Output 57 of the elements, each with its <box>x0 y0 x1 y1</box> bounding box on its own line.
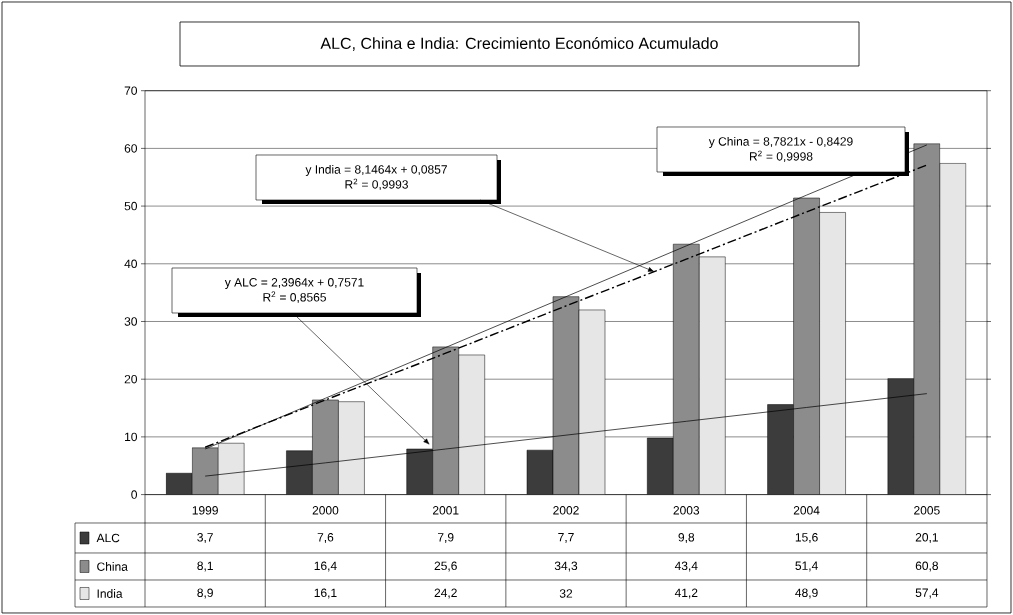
bar <box>191 447 219 495</box>
bar <box>673 243 700 495</box>
bar <box>793 197 820 495</box>
annotation: R$^{2}$ = 0,8565 <box>263 291 326 303</box>
bar <box>312 399 339 495</box>
y-tick-label: 30 <box>124 317 138 326</box>
annotation: y China = 8,7821x - 0,8429 <box>708 136 853 149</box>
data-label: 48,9 <box>795 588 818 599</box>
legend-label: India <box>97 589 123 598</box>
bar <box>552 296 580 495</box>
data-label: 60,8 <box>915 561 939 572</box>
x-tick-label: 2002 <box>553 506 579 515</box>
bar <box>913 143 941 495</box>
annotation: y India = 8,1464x + 0,0857 <box>305 164 447 177</box>
annotation: R$^{2}$ = 0,9993 <box>345 178 408 191</box>
data-label: 51,4 <box>795 561 818 572</box>
chart-title: ALC, China e India: Crecimiento Económico Acumulado <box>320 37 718 51</box>
annotation: y ALC = 2,3964x + 0,7571 <box>224 278 364 289</box>
data-label: 20,1 <box>915 533 938 543</box>
x-tick-label: 2005 <box>914 506 940 515</box>
data-label: 7,6 <box>317 533 334 543</box>
x-tick-label: 2000 <box>312 506 339 515</box>
y-tick-label: 0 <box>131 490 138 499</box>
data-label: 57,4 <box>915 588 939 599</box>
bar <box>286 450 313 495</box>
data-label: 25,6 <box>434 561 457 572</box>
data-label: 34,3 <box>554 561 578 572</box>
x-tick-label: 2001 <box>432 506 459 515</box>
bar <box>887 378 915 495</box>
x-tick-label: 2003 <box>673 506 700 515</box>
bar <box>406 448 433 495</box>
legend-label: ALC <box>96 533 120 543</box>
data-label: 32 <box>559 589 573 598</box>
data-label: 7,9 <box>437 533 454 543</box>
y-tick-label: 70 <box>124 86 138 95</box>
data-label: 7,7 <box>558 533 574 543</box>
data-label: 8,1 <box>197 561 213 572</box>
y-tick-label: 20 <box>124 374 138 384</box>
legend-label: China <box>97 562 128 571</box>
data-label: 3,7 <box>197 533 213 543</box>
y-tick-label: 10 <box>125 432 138 442</box>
x-tick-label: 2004 <box>793 506 820 515</box>
data-label: 16,4 <box>314 561 337 572</box>
data-label: 41,2 <box>674 588 698 599</box>
data-label: 15,6 <box>795 533 818 543</box>
x-tick-label: 1999 <box>192 506 218 515</box>
y-tick-label: 60 <box>124 144 138 153</box>
data-label: 8,9 <box>197 588 213 599</box>
y-tick-label: 40 <box>124 259 138 269</box>
bar <box>647 437 674 495</box>
y-tick-label: 50 <box>124 201 138 211</box>
annotation: R$^{2}$ = 0,9998 <box>749 150 813 163</box>
data-label: 24,2 <box>434 588 457 599</box>
data-label: 9,8 <box>678 533 695 543</box>
data-label: 16,1 <box>314 588 337 599</box>
data-label: 43,4 <box>674 561 698 572</box>
bar <box>432 346 459 495</box>
